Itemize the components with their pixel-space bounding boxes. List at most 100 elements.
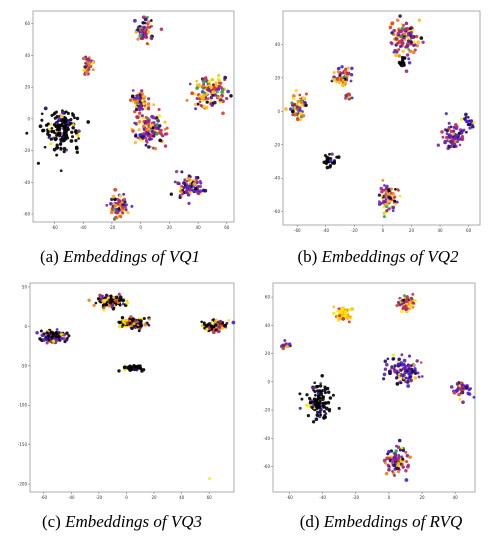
embedding-point [397, 33, 401, 37]
embedding-point [452, 125, 456, 129]
embedding-point [335, 80, 338, 84]
embedding-point [219, 98, 223, 102]
embedding-point [396, 362, 401, 366]
y-tick-label: -40 [273, 176, 280, 181]
embedding-point [457, 392, 461, 397]
embedding-point [196, 184, 200, 188]
embedding-point [391, 470, 394, 473]
embedding-point [198, 179, 202, 183]
embedding-point [347, 320, 351, 324]
embedding-point [212, 90, 216, 94]
embedding-point [113, 187, 118, 192]
embedding-point [455, 382, 460, 386]
embedding-point [148, 317, 151, 321]
embedding-point [459, 387, 463, 392]
embedding-point [189, 179, 193, 183]
embedding-point [322, 160, 326, 164]
embedding-point [445, 136, 449, 140]
embedding-point [337, 66, 341, 71]
embedding-point [318, 396, 322, 400]
y-tick-label: -20 [273, 142, 280, 147]
caption-b: (b) Embeddings of VQ2 [297, 247, 459, 266]
embedding-point [447, 127, 451, 131]
embedding-cluster [395, 292, 417, 314]
embedding-point [402, 358, 407, 363]
embedding-point [176, 181, 180, 186]
embedding-cluster [185, 73, 233, 116]
embedding-point [50, 330, 54, 335]
embedding-point [291, 94, 296, 98]
embedding-point [121, 323, 125, 327]
embedding-point [444, 141, 447, 145]
embedding-point [59, 142, 63, 146]
embedding-point [396, 300, 400, 304]
embedding-point [416, 371, 420, 375]
y-tick-label: 20 [275, 75, 281, 80]
embedding-point [330, 161, 334, 165]
embedding-point [384, 471, 389, 476]
embedding-point [338, 73, 342, 77]
embedding-point [148, 134, 152, 138]
embedding-point [110, 303, 115, 307]
embedding-point [219, 81, 223, 85]
embedding-point [411, 28, 415, 32]
embedding-point [180, 170, 184, 174]
embedding-point [193, 92, 197, 96]
embedding-point [436, 143, 440, 147]
embedding-point [284, 107, 288, 111]
embedding-point [64, 136, 67, 140]
embedding-point [314, 393, 317, 397]
embedding-cluster [35, 328, 71, 345]
embedding-point [472, 395, 476, 399]
embedding-point [350, 96, 354, 100]
embedding-point [391, 357, 396, 361]
embedding-point [188, 191, 192, 195]
embedding-point [71, 135, 74, 139]
embedding-point [155, 122, 159, 126]
embedding-point [117, 292, 121, 296]
embedding-point [397, 373, 401, 376]
embedding-point [397, 438, 402, 443]
embedding-point [92, 303, 96, 307]
embedding-point [409, 378, 413, 383]
embedding-point [449, 385, 454, 389]
embedding-point [121, 211, 125, 215]
embedding-point [209, 102, 213, 106]
embedding-point [451, 132, 455, 136]
embedding-point [382, 372, 387, 377]
embedding-point [62, 127, 66, 131]
embedding-point [55, 328, 59, 331]
embedding-point [319, 413, 323, 417]
embedding-point [395, 304, 399, 308]
embedding-point [292, 96, 296, 101]
embedding-point [441, 135, 445, 139]
x-tick-label: -20 [96, 495, 103, 500]
embedding-point [398, 303, 402, 307]
embedding-point [413, 372, 417, 375]
embedding-cluster [117, 363, 146, 373]
embedding-point [143, 17, 148, 22]
embedding-point [133, 18, 137, 23]
y-tick-label: 0 [27, 116, 30, 121]
embedding-point [129, 315, 133, 319]
embedding-point [130, 326, 133, 330]
embedding-point [203, 188, 208, 193]
embedding-point [405, 295, 409, 300]
embedding-point [140, 28, 145, 32]
embedding-point [122, 365, 127, 370]
embedding-point [134, 107, 139, 112]
embedding-point [59, 114, 64, 119]
embedding-cluster [460, 112, 476, 130]
embedding-point [326, 390, 331, 394]
embedding-cluster [87, 292, 130, 312]
embedding-point [87, 67, 91, 71]
embedding-point [469, 387, 472, 390]
embedding-point [64, 118, 68, 122]
embedding-point [211, 93, 215, 97]
embedding-point [391, 209, 395, 213]
embedding-point [406, 36, 411, 40]
embedding-point [111, 194, 116, 199]
embedding-point [458, 397, 462, 401]
embedding-point [385, 209, 389, 213]
